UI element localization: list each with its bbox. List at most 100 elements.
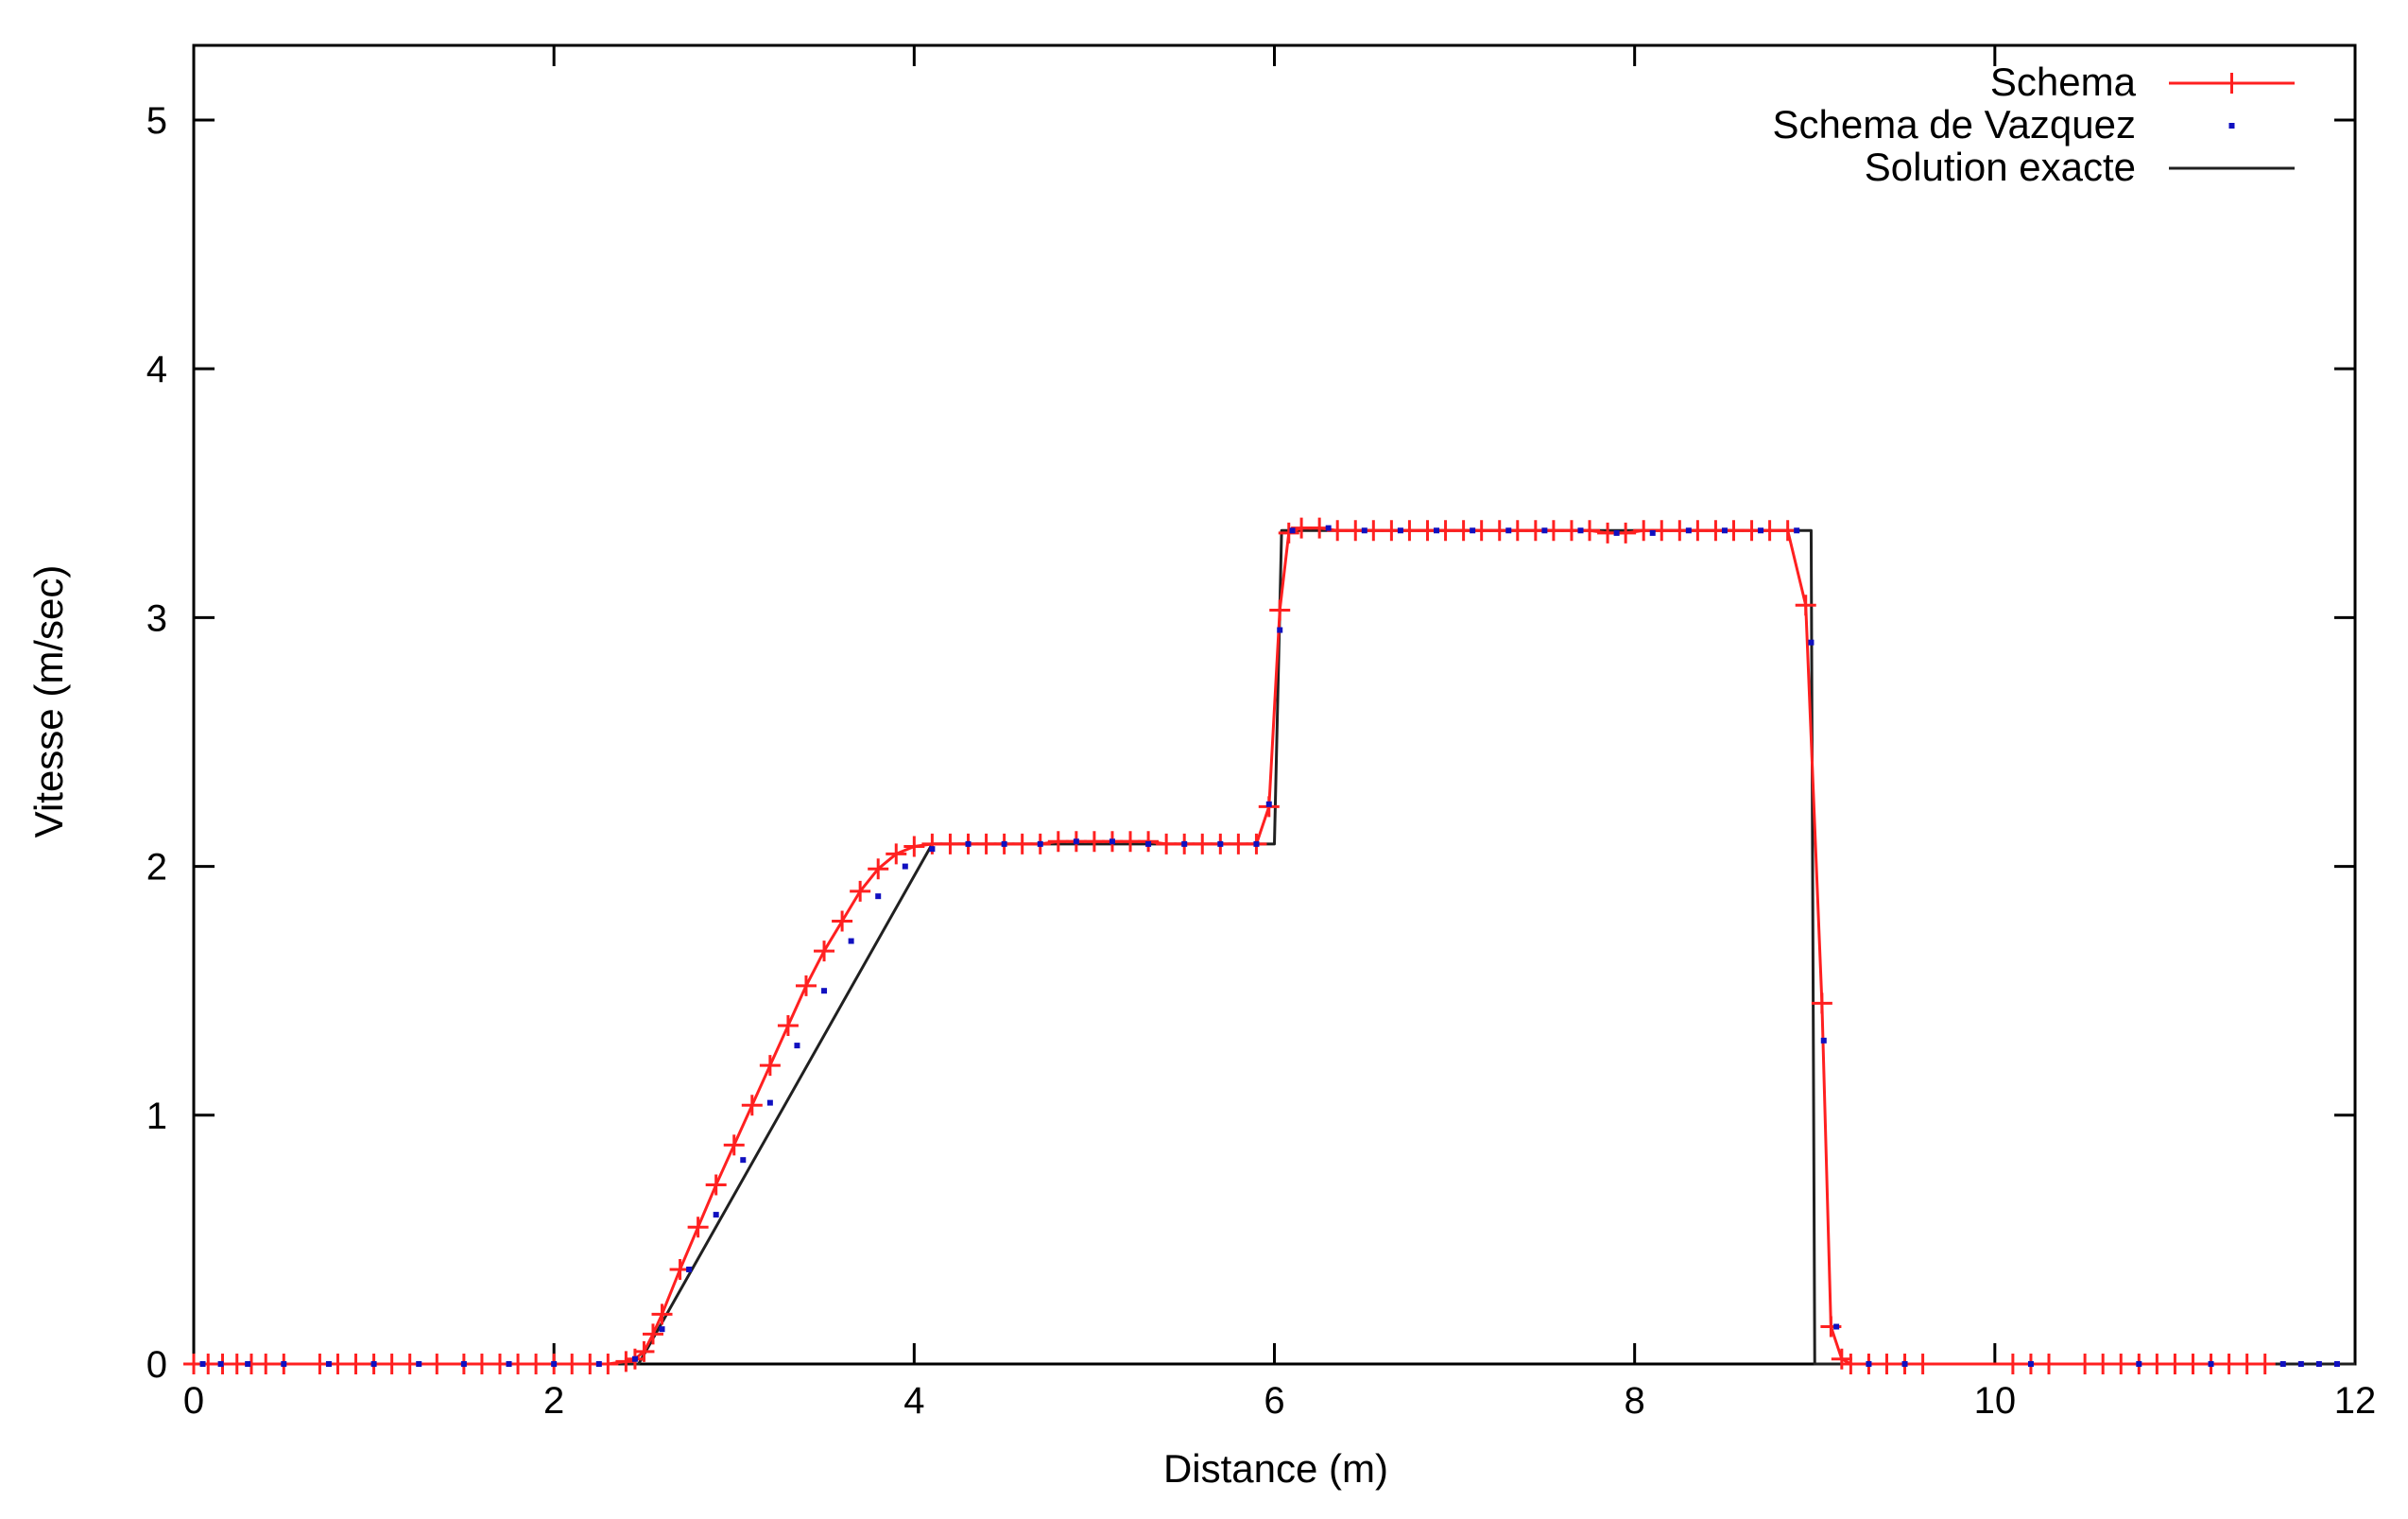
data-point [2110,1354,2132,1374]
data-point [245,1361,251,1367]
data-point [1811,993,1832,1014]
legend-marker [2221,73,2243,94]
data-point [1265,801,1272,807]
data-point [1795,595,1816,616]
x-tick-label: 2 [543,1380,564,1422]
data-point [1228,833,1249,854]
data-point [1278,522,1299,544]
data-point [1047,831,1069,853]
data-point [1833,1323,1840,1330]
data-point [1505,527,1512,534]
data-point [1831,1348,1852,1370]
data-point [766,1099,773,1106]
data-point [2182,1354,2204,1374]
data-point [1325,525,1332,531]
series-schema [183,517,2276,1374]
data-point [939,833,961,854]
data-point [2092,1354,2114,1374]
y-tick-label: 2 [146,847,167,889]
data-point [370,1361,377,1367]
data-point [471,1354,492,1374]
y-axis-label: Vitesse (m/sec) [26,565,71,838]
y-tick-label: 5 [146,100,167,142]
data-point [2208,1361,2214,1367]
data-point [1011,833,1033,854]
data-point [1721,527,1728,534]
data-point [832,910,853,932]
data-point [1685,527,1692,534]
data-point [1912,1354,1934,1374]
x-tick-label: 12 [2334,1380,2377,1422]
data-point [1145,840,1152,847]
data-point [325,1361,332,1367]
y-tick-label: 0 [146,1344,167,1386]
x-axis-label: Distance (m) [1163,1446,1388,1491]
data-point [2279,1361,2286,1367]
data-point [345,1354,367,1374]
data-point [2146,1354,2168,1374]
data-point [686,1266,693,1272]
data-point [795,975,817,996]
data-point [426,1354,448,1374]
data-point [2218,1354,2240,1374]
data-point [1866,1361,1872,1367]
data-point [659,1326,665,1333]
data-point [1109,838,1115,845]
data-point [1001,840,1007,847]
data-point [705,1174,727,1196]
data-point [281,1361,287,1367]
data-point [2254,1354,2276,1374]
data-point [2297,1361,2304,1367]
data-point [794,1043,800,1049]
data-point [902,863,908,870]
data-point [2027,1361,2034,1367]
data-point [381,1354,403,1374]
data-point [868,858,889,880]
data-point [975,833,997,854]
data-point [551,1361,558,1367]
data-point [723,1134,745,1156]
data-point [1470,527,1476,534]
series-solution-exacte [194,528,2355,1366]
data-point [1840,1354,1862,1374]
data-point [929,846,936,853]
data-point [2333,1361,2340,1367]
data-point [741,1095,763,1116]
data-point [1083,831,1105,853]
data-point [687,1217,709,1238]
data-point [1820,1037,1827,1044]
data-point [2002,1354,2023,1374]
data-point [1217,840,1224,847]
data-point [1277,627,1283,633]
data-point [255,1354,277,1374]
data-point [1289,527,1296,534]
x-tick-label: 6 [1264,1380,1284,1422]
data-point [651,1303,673,1325]
data-point [416,1361,422,1367]
legend-label: Schema [1990,60,2137,104]
data-point [595,1361,602,1367]
x-tick-label: 10 [1974,1380,2017,1422]
data-point [1613,529,1620,536]
x-tick-label: 8 [1625,1380,1645,1422]
data-point [561,1354,583,1374]
data-point [848,938,854,944]
data-point [1253,840,1260,847]
y-tick-label: 4 [146,349,167,390]
data-point [1901,1361,1908,1367]
data-point [1794,527,1800,534]
data-point [1758,527,1764,534]
data-point [965,840,972,847]
data-point [525,1354,547,1374]
data-point [1269,599,1291,621]
data-point [217,1361,224,1367]
data-point [2236,1354,2258,1374]
x-axis: 0 2 4 6 8 10 12 [183,45,2376,1422]
data-point [1434,527,1440,534]
data-point [1073,838,1079,845]
data-point [1037,840,1043,847]
data-point [460,1361,467,1367]
data-point [1181,840,1188,847]
x-tick-label: 0 [183,1380,204,1422]
